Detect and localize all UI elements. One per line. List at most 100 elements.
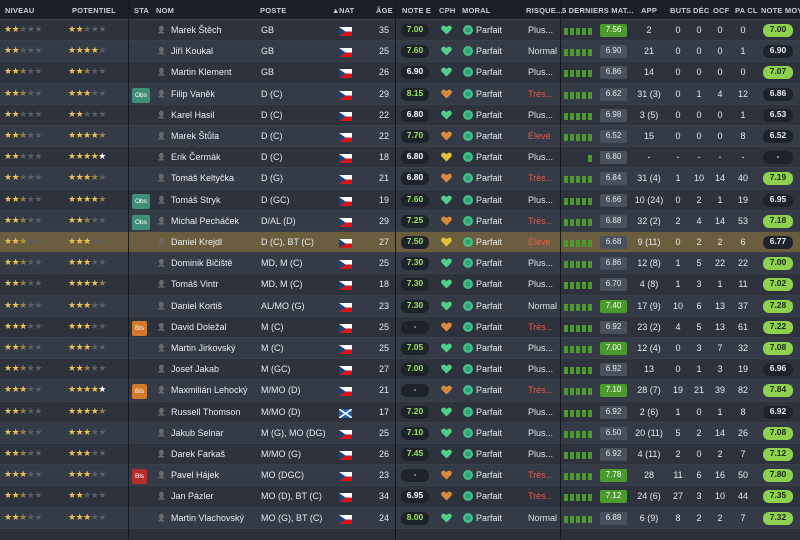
player-name-link[interactable]: Darek Farkaš: [171, 449, 226, 459]
player-name-link[interactable]: Jan Pázler: [171, 491, 214, 502]
table-row[interactable]: ★★★★★ ★★★★★ Bls 👤 Pavel Hájek MO (DGC) 23 - ☺ Par…: [0, 465, 800, 487]
col-header-niveau[interactable]: NIVEAU: [5, 6, 35, 15]
player-name-link[interactable]: Dominik Bičiště: [171, 258, 233, 269]
table-row[interactable]: ★★★★★ ★★★★★ 👤 Tomáš Vintr MD, M (C) 18 7.30 ☺ Pa…: [0, 274, 800, 296]
form-bar: [582, 176, 586, 184]
table-row[interactable]: ★★★★★ ★★★★★ 👤 Karel Hasil D (C) 22 6.80 ☺ Parfai…: [0, 104, 800, 126]
player-name-link[interactable]: Jakub Selnar: [171, 427, 224, 438]
table-row[interactable]: ★★★★★ ★★★★★ 👤 Jan Pázler MO (D), BT (C) 34 6.9…: [0, 486, 800, 508]
table-row[interactable]: ★★★★★ ★★★★★ Obs 👤 Filip Vaněk D (C) 29 8.15 ☺ Par…: [0, 83, 800, 105]
player-name-link[interactable]: Josef Jakab: [171, 364, 220, 375]
stat-app: 28 (7): [637, 385, 661, 396]
player-name-link[interactable]: Pavel Hájek: [171, 470, 220, 481]
player-name-link[interactable]: Martin Jirkovský: [171, 343, 236, 353]
player-name-link[interactable]: David Doležal: [171, 321, 227, 332]
player-name-link[interactable]: Tomáš Stryk: [171, 194, 221, 205]
table-row[interactable]: ★★★★★ ★★★★★ 👤 Daniel Krejdl D (C), BT (C) 27 7…: [0, 232, 800, 254]
morale-text: Parfait: [476, 427, 503, 438]
match-rating-badge: -: [401, 320, 429, 334]
player-name-link[interactable]: Daniel Kortiš: [171, 300, 223, 311]
player-name-link[interactable]: Martin Vlachovský: [171, 512, 245, 523]
col-header-risque[interactable]: RISQUE...: [526, 6, 563, 15]
col-header-note-moy[interactable]: NOTE MOY: [761, 6, 800, 15]
col-header-nom[interactable]: NOM: [156, 6, 175, 15]
player-age: 27: [378, 237, 389, 247]
match-rating-badge: 6.80: [401, 108, 429, 122]
stat-buts: 0: [675, 237, 681, 247]
stat-pacl: -: [741, 152, 745, 163]
col-header-nat[interactable]: NAT: [339, 6, 355, 15]
player-name-link[interactable]: Russell Thomson: [171, 406, 241, 417]
table-row[interactable]: ★★★★★ ★★★★★ Obs 👤 Tomáš Stryk D (GC) 19 7.60 ☺ Pa…: [0, 189, 800, 211]
player-position: D (G): [261, 173, 283, 184]
table-row[interactable]: ★★★★★ ★★★★★ 👤 Jiří Koukal GB 25 7.60 ☺ Parfait No…: [0, 41, 800, 63]
table-row[interactable]: ★★★★★ ★★★★★ 👤 Martin Klement GB 26 6.90 ☺ Parfai…: [0, 62, 800, 84]
form-bar: [588, 197, 592, 205]
heart-icon: [441, 279, 452, 289]
player-age: 26: [378, 449, 389, 459]
player-name-link[interactable]: Martin Klement: [171, 67, 232, 78]
player-name-link[interactable]: Daniel Krejdl: [171, 237, 223, 247]
table-row[interactable]: ★★★★★ ★★★★★ 👤 Daniel Kortiš AL/MO (G) 23 7.30 ☺…: [0, 295, 800, 317]
player-name-link[interactable]: Tomáš Keltyčka: [171, 173, 235, 184]
stat-buts: 27: [672, 491, 683, 502]
stat-pacl: 19: [737, 364, 748, 375]
col-header-pacl[interactable]: PA CL: [735, 6, 758, 15]
stat-dec: 0: [696, 109, 702, 120]
col-header-ocf[interactable]: OCF: [713, 6, 730, 15]
player-name-link[interactable]: Michal Pecháček: [171, 215, 240, 226]
table-row[interactable]: ★★★★★ ★★★★★ Bls 👤 David Doležal M (C) 25 - ☺ Parf…: [0, 316, 800, 338]
stat-ocf: 7: [717, 343, 723, 353]
player-name-link[interactable]: Jiří Koukal: [171, 46, 214, 57]
morale-text: Parfait: [476, 300, 503, 311]
player-name-link[interactable]: Maxmilián Lehocký: [171, 385, 248, 396]
player-name-link[interactable]: Marek Štůla: [171, 131, 220, 141]
stat-ocf: 14: [714, 173, 725, 184]
form-average-badge: 6.98: [600, 108, 627, 122]
col-header-potentiel[interactable]: POTENTIEL: [72, 6, 116, 15]
table-row[interactable]: ★★★★★ ★★★★★ 👤 Jakub Selnar M (G), MO (DG) 25 7…: [0, 422, 800, 444]
col-header-moral[interactable]: MORAL: [462, 6, 491, 15]
match-rating-badge: 7.60: [401, 45, 429, 59]
form-bar: [570, 91, 574, 99]
stat-buts: 0: [675, 88, 681, 99]
col-header-cph[interactable]: CPH: [439, 6, 456, 15]
table-row[interactable]: ★★★★★ ★★★★★ 👤 Russell Thomson M/MO (D) 17 7.20…: [0, 401, 800, 423]
table-row[interactable]: ★★★★★ ★★★★★ 👤 Martin Jirkovský M (C) 25 7.05 ☺ P…: [0, 338, 800, 360]
col-header-dec[interactable]: DÉC: [693, 6, 710, 15]
form-bar: [570, 261, 574, 269]
player-name-link[interactable]: Karel Hasil: [171, 109, 215, 120]
player-name-link[interactable]: Tomáš Vintr: [171, 279, 219, 290]
player-name-link[interactable]: Filip Vaněk: [171, 88, 215, 99]
table-row[interactable]: ★★★★★ ★★★★★ 👤 Martin Vlachovský MO (G), BT (…: [0, 507, 800, 529]
table-row[interactable]: ★★★★★ ★★★★★ 👤 Marek Štůla D (C) 22 7.70 ☺ Parfai…: [0, 126, 800, 148]
stat-app: 9 (11): [637, 237, 661, 247]
col-header-derniers[interactable]: 5 DERNIERS MAT...: [562, 6, 634, 15]
sort-ascending-icon[interactable]: ▲: [332, 6, 340, 15]
col-header-buts[interactable]: BUTS: [670, 6, 692, 15]
col-header-age[interactable]: ÂGE: [376, 6, 393, 15]
stat-app: 6 (9): [639, 512, 659, 523]
col-header-app[interactable]: APP: [641, 6, 658, 15]
col-header-poste[interactable]: POSTE: [260, 6, 287, 15]
table-row[interactable]: ★★★★★ ★★★★★ 👤 Marek Štěch GB 35 7.00 ☺ Parfait Pl…: [0, 20, 800, 42]
table-row[interactable]: ★★★★★ ★★★★★ Bls 👤 Maxmilián Lehocký M/MO (D) 2…: [0, 380, 800, 402]
stat-dec: 2: [696, 427, 702, 438]
form-bar: [588, 91, 592, 99]
table-row[interactable]: ★★★★★ ★★★★★ Obs 👤 Michal Pecháček D/AL (D) 29 7…: [0, 210, 800, 232]
col-header-sta[interactable]: STA: [134, 6, 150, 15]
player-position: D/AL (D): [261, 215, 296, 226]
player-name-link[interactable]: Marek Štěch: [171, 25, 222, 35]
table-row[interactable]: ★★★★★ ★★★★★ 👤 Josef Jakab M (GC) 27 7.00 ☺ Parfa…: [0, 359, 800, 381]
stat-buts: 0: [675, 343, 681, 353]
person-icon: 👤: [157, 493, 166, 501]
average-rating-badge: 6.53: [763, 108, 793, 122]
table-row[interactable]: ★★★★★ ★★★★★ 👤 Darek Farkaš M/MO (G) 26 7.45 ☺ Pa…: [0, 444, 800, 466]
table-row[interactable]: ★★★★★ ★★★★★ 👤 Tomáš Keltyčka D (G) 21 6.80 ☺ Par…: [0, 168, 800, 190]
match-rating-badge: 7.70: [401, 130, 429, 143]
col-header-note-e[interactable]: NOTE E: [402, 6, 432, 15]
player-name-link[interactable]: Erik Čermák: [171, 152, 221, 163]
table-row[interactable]: ★★★★★ ★★★★★ 👤 Erik Čermák D (C) 18 6.80 ☺ Parfai…: [0, 147, 800, 169]
table-row[interactable]: ★★★★★ ★★★★★ 👤 Dominik Bičiště MD, M (C) 25 7.3…: [0, 253, 800, 275]
potential-ability-stars: ★★★★★: [68, 257, 106, 268]
